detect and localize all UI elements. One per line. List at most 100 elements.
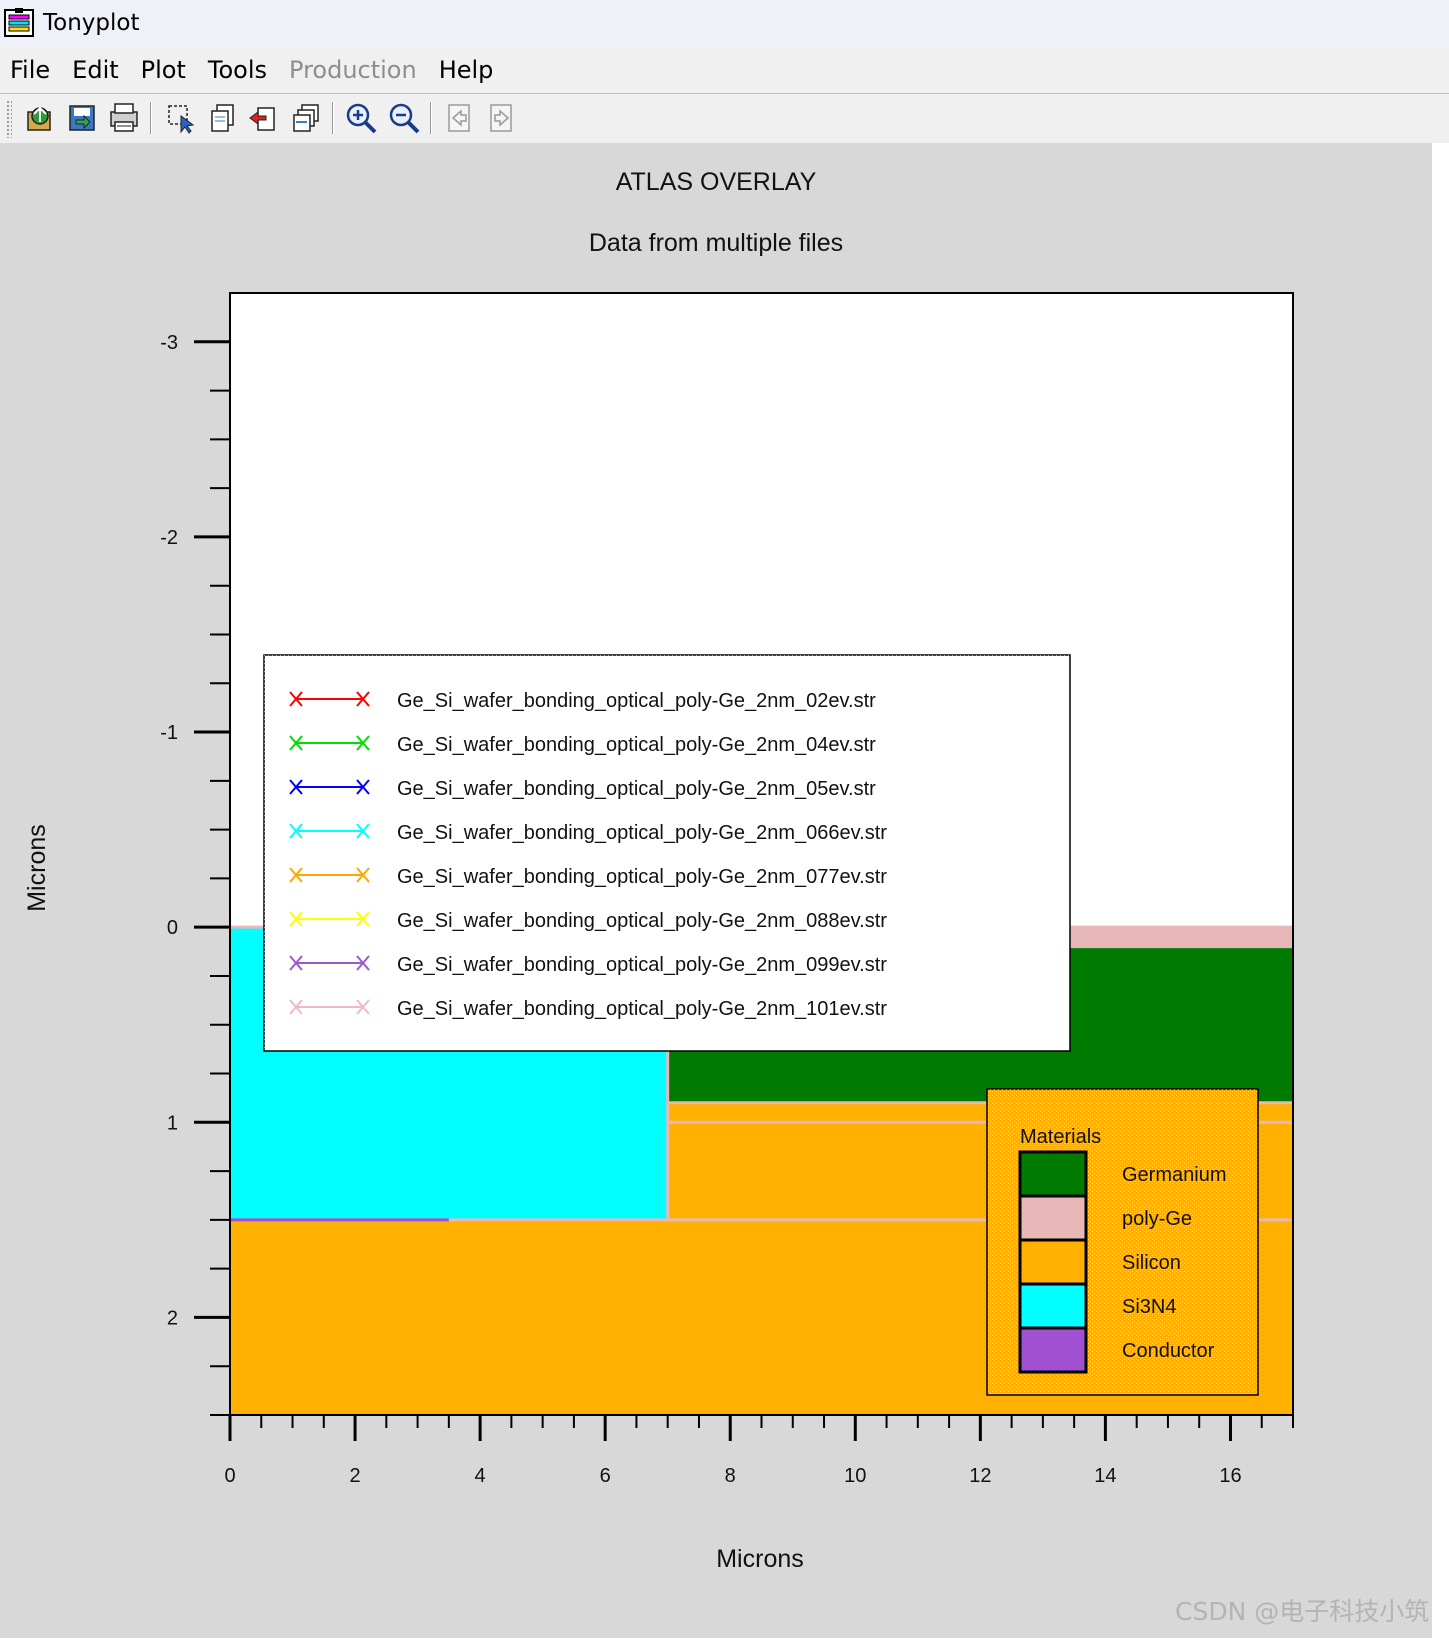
- save-icon[interactable]: [64, 100, 100, 136]
- legend-marker: [356, 823, 370, 839]
- x-axis: 0 2 4 6 8 10 12 14 16: [224, 1415, 1294, 1487]
- toolbar-separator: [332, 102, 334, 134]
- legend-marker: [289, 779, 303, 795]
- menu-help[interactable]: Help: [438, 55, 494, 84]
- files-legend-item: Ge_Si_wafer_bonding_optical_poly-Ge_2nm_…: [289, 734, 876, 756]
- x-tick-label: 12: [969, 1465, 991, 1487]
- material-swatch: [1018, 1326, 1088, 1374]
- x-tick-label: 8: [725, 1465, 736, 1487]
- y-axis: -3 -2 -1 0 1 2: [160, 332, 230, 1416]
- material-swatch: [1018, 1238, 1088, 1286]
- files-legend-item: Ge_Si_wafer_bonding_optical_poly-Ge_2nm_…: [289, 778, 876, 800]
- x-tick-label: 14: [1094, 1465, 1116, 1487]
- material-swatch: [1018, 1150, 1088, 1198]
- material-swatch: [1018, 1194, 1088, 1242]
- print-icon[interactable]: [106, 100, 142, 136]
- next-icon[interactable]: [483, 100, 519, 136]
- files-legend-item: Ge_Si_wafer_bonding_optical_poly-Ge_2nm_…: [289, 822, 887, 844]
- legend-label: Ge_Si_wafer_bonding_optical_poly-Ge_2nm_…: [397, 734, 876, 756]
- legend-label: Ge_Si_wafer_bonding_optical_poly-Ge_2nm_…: [397, 690, 876, 712]
- materials-legend[interactable]: Materials Germanium poly-Ge Silicon Si3N4 Co…: [986, 1088, 1259, 1396]
- y-tick-label: -1: [160, 722, 178, 744]
- copy-icon[interactable]: [205, 100, 241, 136]
- select-icon[interactable]: [163, 100, 199, 136]
- files-legend-item: Ge_Si_wafer_bonding_optical_poly-Ge_2nm_…: [289, 954, 887, 976]
- toolbar-grip[interactable]: [6, 100, 12, 138]
- legend-marker: [356, 779, 370, 795]
- x-tick-label: 16: [1219, 1465, 1241, 1487]
- materials-legend-item: poly-Ge: [1018, 1194, 1192, 1242]
- materials-legend-title: Materials: [1020, 1126, 1101, 1148]
- y-tick-label: -3: [160, 332, 178, 354]
- legend-marker: [356, 999, 370, 1015]
- material-label: Si3N4: [1122, 1296, 1176, 1318]
- materials-legend-item: Germanium: [1018, 1150, 1226, 1198]
- legend-marker: [289, 955, 303, 971]
- materials-legend-item: Conductor: [1018, 1326, 1215, 1374]
- material-label: Conductor: [1122, 1340, 1215, 1362]
- window-title: Tonyplot: [43, 10, 140, 36]
- chart-title: ATLAS OVERLAY: [616, 168, 817, 196]
- legend-label: Ge_Si_wafer_bonding_optical_poly-Ge_2nm_…: [397, 778, 876, 800]
- legend-marker: [289, 999, 303, 1015]
- material-label: Germanium: [1122, 1164, 1226, 1186]
- y-tick-label: -2: [160, 527, 178, 549]
- zoom-out-icon[interactable]: [386, 100, 422, 136]
- legend-marker: [289, 691, 303, 707]
- window-edge: [1432, 143, 1449, 1638]
- watermark: CSDN @电子科技小筑: [1175, 1597, 1430, 1626]
- title-bar: Tonyplot: [0, 0, 1449, 46]
- material-swatch: [1018, 1282, 1088, 1330]
- legend-marker: [356, 735, 370, 751]
- legend-marker: [356, 867, 370, 883]
- x-axis-label: Microns: [716, 1545, 804, 1573]
- toolbar: [0, 94, 1449, 143]
- x-tick-label: 6: [600, 1465, 611, 1487]
- menu-tools[interactable]: Tools: [207, 55, 268, 84]
- files-legend-item: Ge_Si_wafer_bonding_optical_poly-Ge_2nm_…: [289, 866, 887, 888]
- x-tick-label: 10: [844, 1465, 866, 1487]
- legend-marker: [289, 735, 303, 751]
- tonyplot-app-icon: [4, 8, 34, 37]
- atlas-overlay-chart[interactable]: ATLAS OVERLAY Data from multiple files 0…: [0, 143, 1432, 1638]
- legend-label: Ge_Si_wafer_bonding_optical_poly-Ge_2nm_…: [397, 998, 887, 1020]
- material-label: poly-Ge: [1122, 1208, 1192, 1230]
- menu-plot[interactable]: Plot: [140, 55, 186, 84]
- delete-icon[interactable]: [246, 100, 282, 136]
- y-tick-label: 2: [167, 1307, 178, 1329]
- menu-file[interactable]: File: [10, 55, 51, 84]
- legend-label: Ge_Si_wafer_bonding_optical_poly-Ge_2nm_…: [397, 954, 887, 976]
- legend-marker: [356, 691, 370, 707]
- menu-bar: File Edit Plot Tools Production Help: [0, 46, 1449, 94]
- y-tick-label: 1: [167, 1112, 178, 1134]
- toolbar-separator: [430, 102, 432, 134]
- x-tick-label: 4: [475, 1465, 486, 1487]
- legend-label: Ge_Si_wafer_bonding_optical_poly-Ge_2nm_…: [397, 910, 887, 932]
- legend-marker: [289, 911, 303, 927]
- open-icon[interactable]: [22, 100, 58, 136]
- zoom-in-icon[interactable]: [343, 100, 379, 136]
- legend-label: Ge_Si_wafer_bonding_optical_poly-Ge_2nm_…: [397, 822, 887, 844]
- legend-marker: [289, 823, 303, 839]
- files-legend-item: Ge_Si_wafer_bonding_optical_poly-Ge_2nm_…: [289, 998, 887, 1020]
- menu-edit[interactable]: Edit: [72, 55, 119, 84]
- legend-label: Ge_Si_wafer_bonding_optical_poly-Ge_2nm_…: [397, 866, 887, 888]
- files-legend-item: Ge_Si_wafer_bonding_optical_poly-Ge_2nm_…: [289, 910, 887, 932]
- plot-area: ATLAS OVERLAY Data from multiple files 0…: [0, 143, 1432, 1638]
- x-tick-label: 0: [224, 1465, 235, 1487]
- y-axis-label: Microns: [23, 824, 51, 912]
- files-legend-stipple: [264, 655, 1070, 1051]
- menu-production[interactable]: Production: [289, 55, 417, 84]
- overlay-icon[interactable]: [288, 100, 324, 136]
- material-label: Silicon: [1122, 1252, 1181, 1274]
- y-tick-label: 0: [167, 917, 178, 939]
- previous-icon[interactable]: [441, 100, 477, 136]
- files-legend[interactable]: Ge_Si_wafer_bonding_optical_poly-Ge_2nm_…: [263, 654, 1071, 1052]
- files-legend-item: Ge_Si_wafer_bonding_optical_poly-Ge_2nm_…: [289, 690, 876, 712]
- toolbar-separator: [150, 102, 152, 134]
- legend-marker: [356, 955, 370, 971]
- legend-marker: [289, 867, 303, 883]
- materials-legend-item: Silicon: [1018, 1238, 1181, 1286]
- legend-marker: [356, 911, 370, 927]
- chart-subtitle: Data from multiple files: [589, 229, 843, 257]
